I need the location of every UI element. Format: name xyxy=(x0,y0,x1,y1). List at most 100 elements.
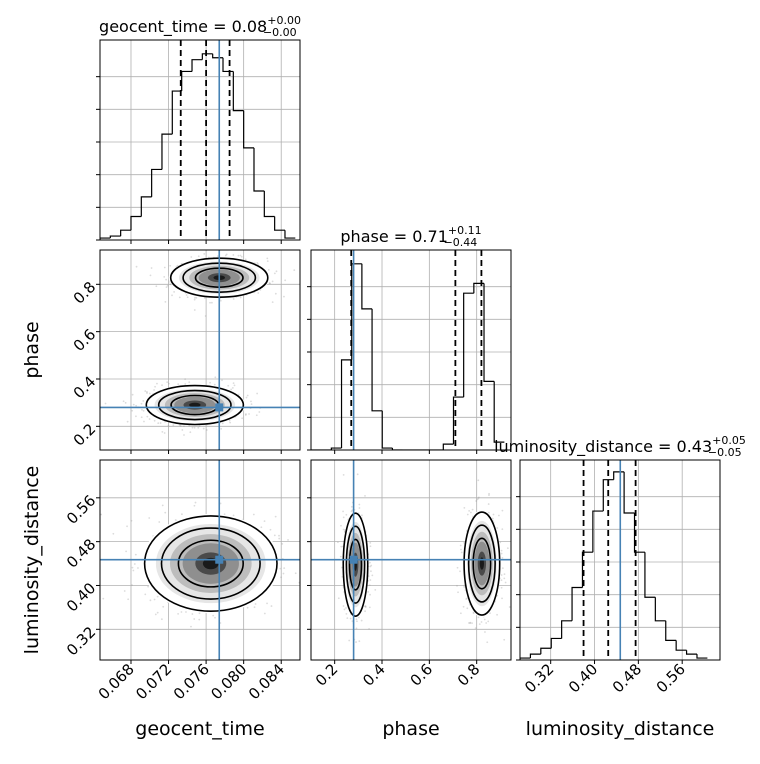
scatter-point xyxy=(340,524,342,527)
scatter-point xyxy=(460,551,463,554)
scatter-point xyxy=(486,641,489,644)
scatter-point xyxy=(142,409,145,412)
density-level xyxy=(202,557,219,570)
scatter-point xyxy=(254,603,257,605)
y-axis-label-luminosity_distance: luminosity_distance xyxy=(21,466,43,655)
contour-line xyxy=(143,515,278,613)
scatter-point xyxy=(369,593,371,596)
scatter-point xyxy=(248,413,250,415)
scatter-point xyxy=(160,618,163,621)
scatter-point xyxy=(202,427,205,430)
scatter-point xyxy=(503,577,506,580)
scatter-point xyxy=(477,497,480,500)
scatter-point xyxy=(302,569,304,571)
scatter-point xyxy=(488,492,490,495)
scatter-point xyxy=(506,547,509,550)
x-tick-label: 0.084 xyxy=(245,660,288,703)
scatter-point xyxy=(456,566,459,569)
scatter-point xyxy=(191,613,194,615)
scatter-point xyxy=(501,557,504,559)
hist-bin xyxy=(222,57,234,73)
scatter-point xyxy=(463,541,466,544)
scatter-point xyxy=(143,420,145,423)
scatter-point xyxy=(135,404,138,407)
hist-bin xyxy=(130,215,142,231)
scatter-point xyxy=(369,541,372,544)
contour-line xyxy=(342,512,369,617)
hist-bin xyxy=(520,657,531,660)
scatter-point xyxy=(126,525,128,528)
scatter-point xyxy=(159,422,162,424)
scatter-point xyxy=(283,567,286,570)
scatter-point xyxy=(230,388,233,391)
scatter-point xyxy=(460,548,462,551)
hist-bin xyxy=(644,552,656,598)
scatter-point xyxy=(263,612,266,615)
scatter-point xyxy=(257,292,260,294)
scatter-point xyxy=(266,602,268,605)
scatter-point xyxy=(186,296,189,299)
scatter-point xyxy=(131,409,134,412)
contour-line xyxy=(472,537,492,590)
hist-bin xyxy=(613,471,625,480)
hist-bin xyxy=(602,479,614,512)
hist-bin xyxy=(493,381,505,443)
hist-bin xyxy=(696,654,708,659)
scatter-point xyxy=(163,266,166,269)
scatter-point xyxy=(496,613,498,616)
x-axis-label-luminosity_distance: luminosity_distance xyxy=(526,718,715,740)
scatter-point xyxy=(146,390,148,393)
scatter-point xyxy=(144,593,147,596)
hist-bin xyxy=(633,513,645,553)
scatter-point xyxy=(156,595,159,598)
y-axis-label-phase: phase xyxy=(21,321,43,378)
scatter-point xyxy=(125,550,128,553)
panel-frame xyxy=(310,459,512,661)
scatter-point xyxy=(283,295,285,298)
scatter-point xyxy=(471,622,473,625)
hist-bin xyxy=(442,443,454,450)
scatter-point xyxy=(274,515,277,518)
scatter-point xyxy=(165,278,168,281)
scatter-point xyxy=(102,597,105,600)
scatter-point xyxy=(369,565,372,568)
scatter-point xyxy=(339,555,342,558)
scatter-point xyxy=(155,285,158,288)
x-tick-label: 0.32 xyxy=(521,660,557,696)
scatter-point xyxy=(462,605,465,608)
scatter-point xyxy=(232,514,235,517)
hist-panel-phase xyxy=(311,250,511,450)
scatter-point xyxy=(130,519,133,522)
title-minus: −0.44 xyxy=(444,236,478,249)
scatter-point xyxy=(360,619,363,622)
scatter-point xyxy=(349,617,352,620)
scatter-point xyxy=(269,528,272,531)
scatter-point xyxy=(459,612,462,615)
scatter-point xyxy=(357,616,360,619)
scatter-point xyxy=(240,255,243,258)
scatter-point xyxy=(214,376,217,379)
scatter-point xyxy=(477,616,480,619)
contour-line xyxy=(145,384,245,426)
scatter-point xyxy=(469,621,472,624)
scatter-point xyxy=(500,549,503,552)
hist-bin xyxy=(665,620,677,641)
scatter-point xyxy=(364,605,367,607)
scatter-point xyxy=(100,513,103,516)
scatter-point xyxy=(488,494,490,496)
scatter-point xyxy=(345,612,348,615)
scatter-point xyxy=(370,570,372,573)
scatter-point xyxy=(232,254,235,256)
scatter-point xyxy=(239,296,242,299)
scatter-point xyxy=(246,394,249,397)
scatter-point xyxy=(302,613,304,615)
scatter-point xyxy=(154,613,157,616)
scatter-point xyxy=(355,618,358,621)
scatter-point xyxy=(501,528,504,531)
scatter-point xyxy=(161,504,164,507)
scatter-point xyxy=(203,297,206,299)
scatter-point xyxy=(456,584,458,587)
hist-bin xyxy=(243,110,254,149)
scatter-point xyxy=(198,618,201,621)
scatter-point xyxy=(154,385,156,388)
